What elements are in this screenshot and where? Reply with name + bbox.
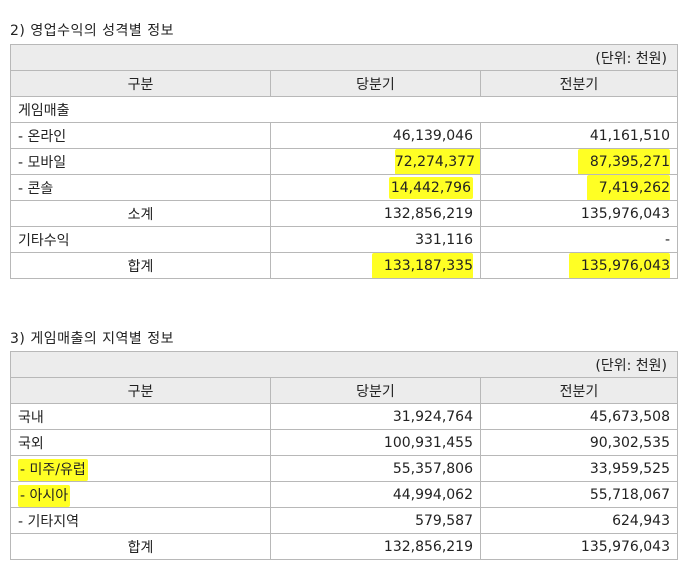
row-current: 14,442,796 — [388, 176, 473, 199]
group-label: 게임매출 — [10, 96, 678, 123]
row-previous: - — [480, 226, 678, 253]
unit-row: (단위: 천원) — [10, 44, 678, 71]
row-label: - 온라인 — [10, 122, 271, 149]
header-category: 구분 — [10, 70, 271, 97]
total-label: 합계 — [10, 533, 271, 560]
table-row: - 모바일 72,274,377 87,395,271 — [10, 148, 678, 175]
row-label: - 콘솔 — [10, 174, 271, 201]
row-current: 132,856,219 — [270, 200, 481, 227]
row-label: - 미주/유럽 — [18, 458, 88, 481]
row-previous: 33,959,525 — [480, 455, 678, 482]
header-previous: 전분기 — [480, 70, 678, 97]
table-row: - 기타지역 579,587 624,943 — [10, 507, 678, 534]
row-label: - 모바일 — [10, 148, 271, 175]
row-label: - 아시아 — [18, 484, 71, 507]
header-category: 구분 — [10, 377, 271, 404]
table-row: 국외 100,931,455 90,302,535 — [10, 429, 678, 456]
row-label: 국외 — [10, 429, 271, 456]
unit-row: (단위: 천원) — [10, 351, 678, 378]
table-row: - 온라인 46,139,046 41,161,510 — [10, 122, 678, 149]
section2-table: (단위: 천원) 구분 당분기 전분기 게임매출 - 온라인 46,139,04… — [10, 44, 678, 279]
row-current: 579,587 — [270, 507, 481, 534]
header-current: 당분기 — [270, 70, 481, 97]
row-current: 31,924,764 — [270, 403, 481, 430]
row-label: - 기타지역 — [10, 507, 271, 534]
section3-title: 3) 게임매출의 지역별 정보 — [10, 331, 175, 347]
total-row: 합계 132,856,219 135,976,043 — [10, 533, 678, 560]
row-previous: 45,673,508 — [480, 403, 678, 430]
unit-label: (단위: 천원) — [10, 351, 678, 378]
row-previous: 7,419,262 — [586, 175, 670, 200]
row-current: 132,856,219 — [270, 533, 481, 560]
row-previous: 87,395,271 — [577, 149, 670, 174]
row-previous: 55,718,067 — [480, 481, 678, 508]
row-previous: 135,976,043 — [480, 533, 678, 560]
row-current: 55,357,806 — [270, 455, 481, 482]
table-row: 기타수익 331,116 - — [10, 226, 678, 253]
row-label: 국내 — [10, 403, 271, 430]
row-current: 44,994,062 — [270, 481, 481, 508]
unit-label: (단위: 천원) — [10, 44, 678, 71]
row-current: 331,116 — [270, 226, 481, 253]
row-previous: 41,161,510 — [480, 122, 678, 149]
total-label: 합계 — [10, 252, 271, 279]
header-current: 당분기 — [270, 377, 481, 404]
row-current: 46,139,046 — [270, 122, 481, 149]
header-row: 구분 당분기 전분기 — [10, 377, 678, 404]
row-current: 72,274,377 — [394, 149, 480, 174]
table-row: - 미주/유럽 55,357,806 33,959,525 — [10, 455, 678, 482]
section3-table: (단위: 천원) 구분 당분기 전분기 국내 31,924,764 45,673… — [10, 351, 678, 560]
header-previous: 전분기 — [480, 377, 678, 404]
row-label: 기타수익 — [10, 226, 271, 253]
table-row: 국내 31,924,764 45,673,508 — [10, 403, 678, 430]
subtotal-row: 소계 132,856,219 135,976,043 — [10, 200, 678, 227]
table-row: - 아시아 44,994,062 55,718,067 — [10, 481, 678, 508]
row-current: 133,187,335 — [371, 253, 473, 278]
row-previous: 624,943 — [480, 507, 678, 534]
table-row: - 콘솔 14,442,796 7,419,262 — [10, 174, 678, 201]
row-current: 100,931,455 — [270, 429, 481, 456]
total-row: 합계 133,187,335 135,976,043 — [10, 252, 678, 279]
row-previous: 90,302,535 — [480, 429, 678, 456]
group-row: 게임매출 — [10, 96, 678, 123]
row-previous: 135,976,043 — [568, 253, 670, 278]
header-row: 구분 당분기 전분기 — [10, 70, 678, 97]
section2-title: 2) 영업수익의 성격별 정보 — [10, 23, 175, 39]
subtotal-label: 소계 — [10, 200, 271, 227]
row-previous: 135,976,043 — [480, 200, 678, 227]
